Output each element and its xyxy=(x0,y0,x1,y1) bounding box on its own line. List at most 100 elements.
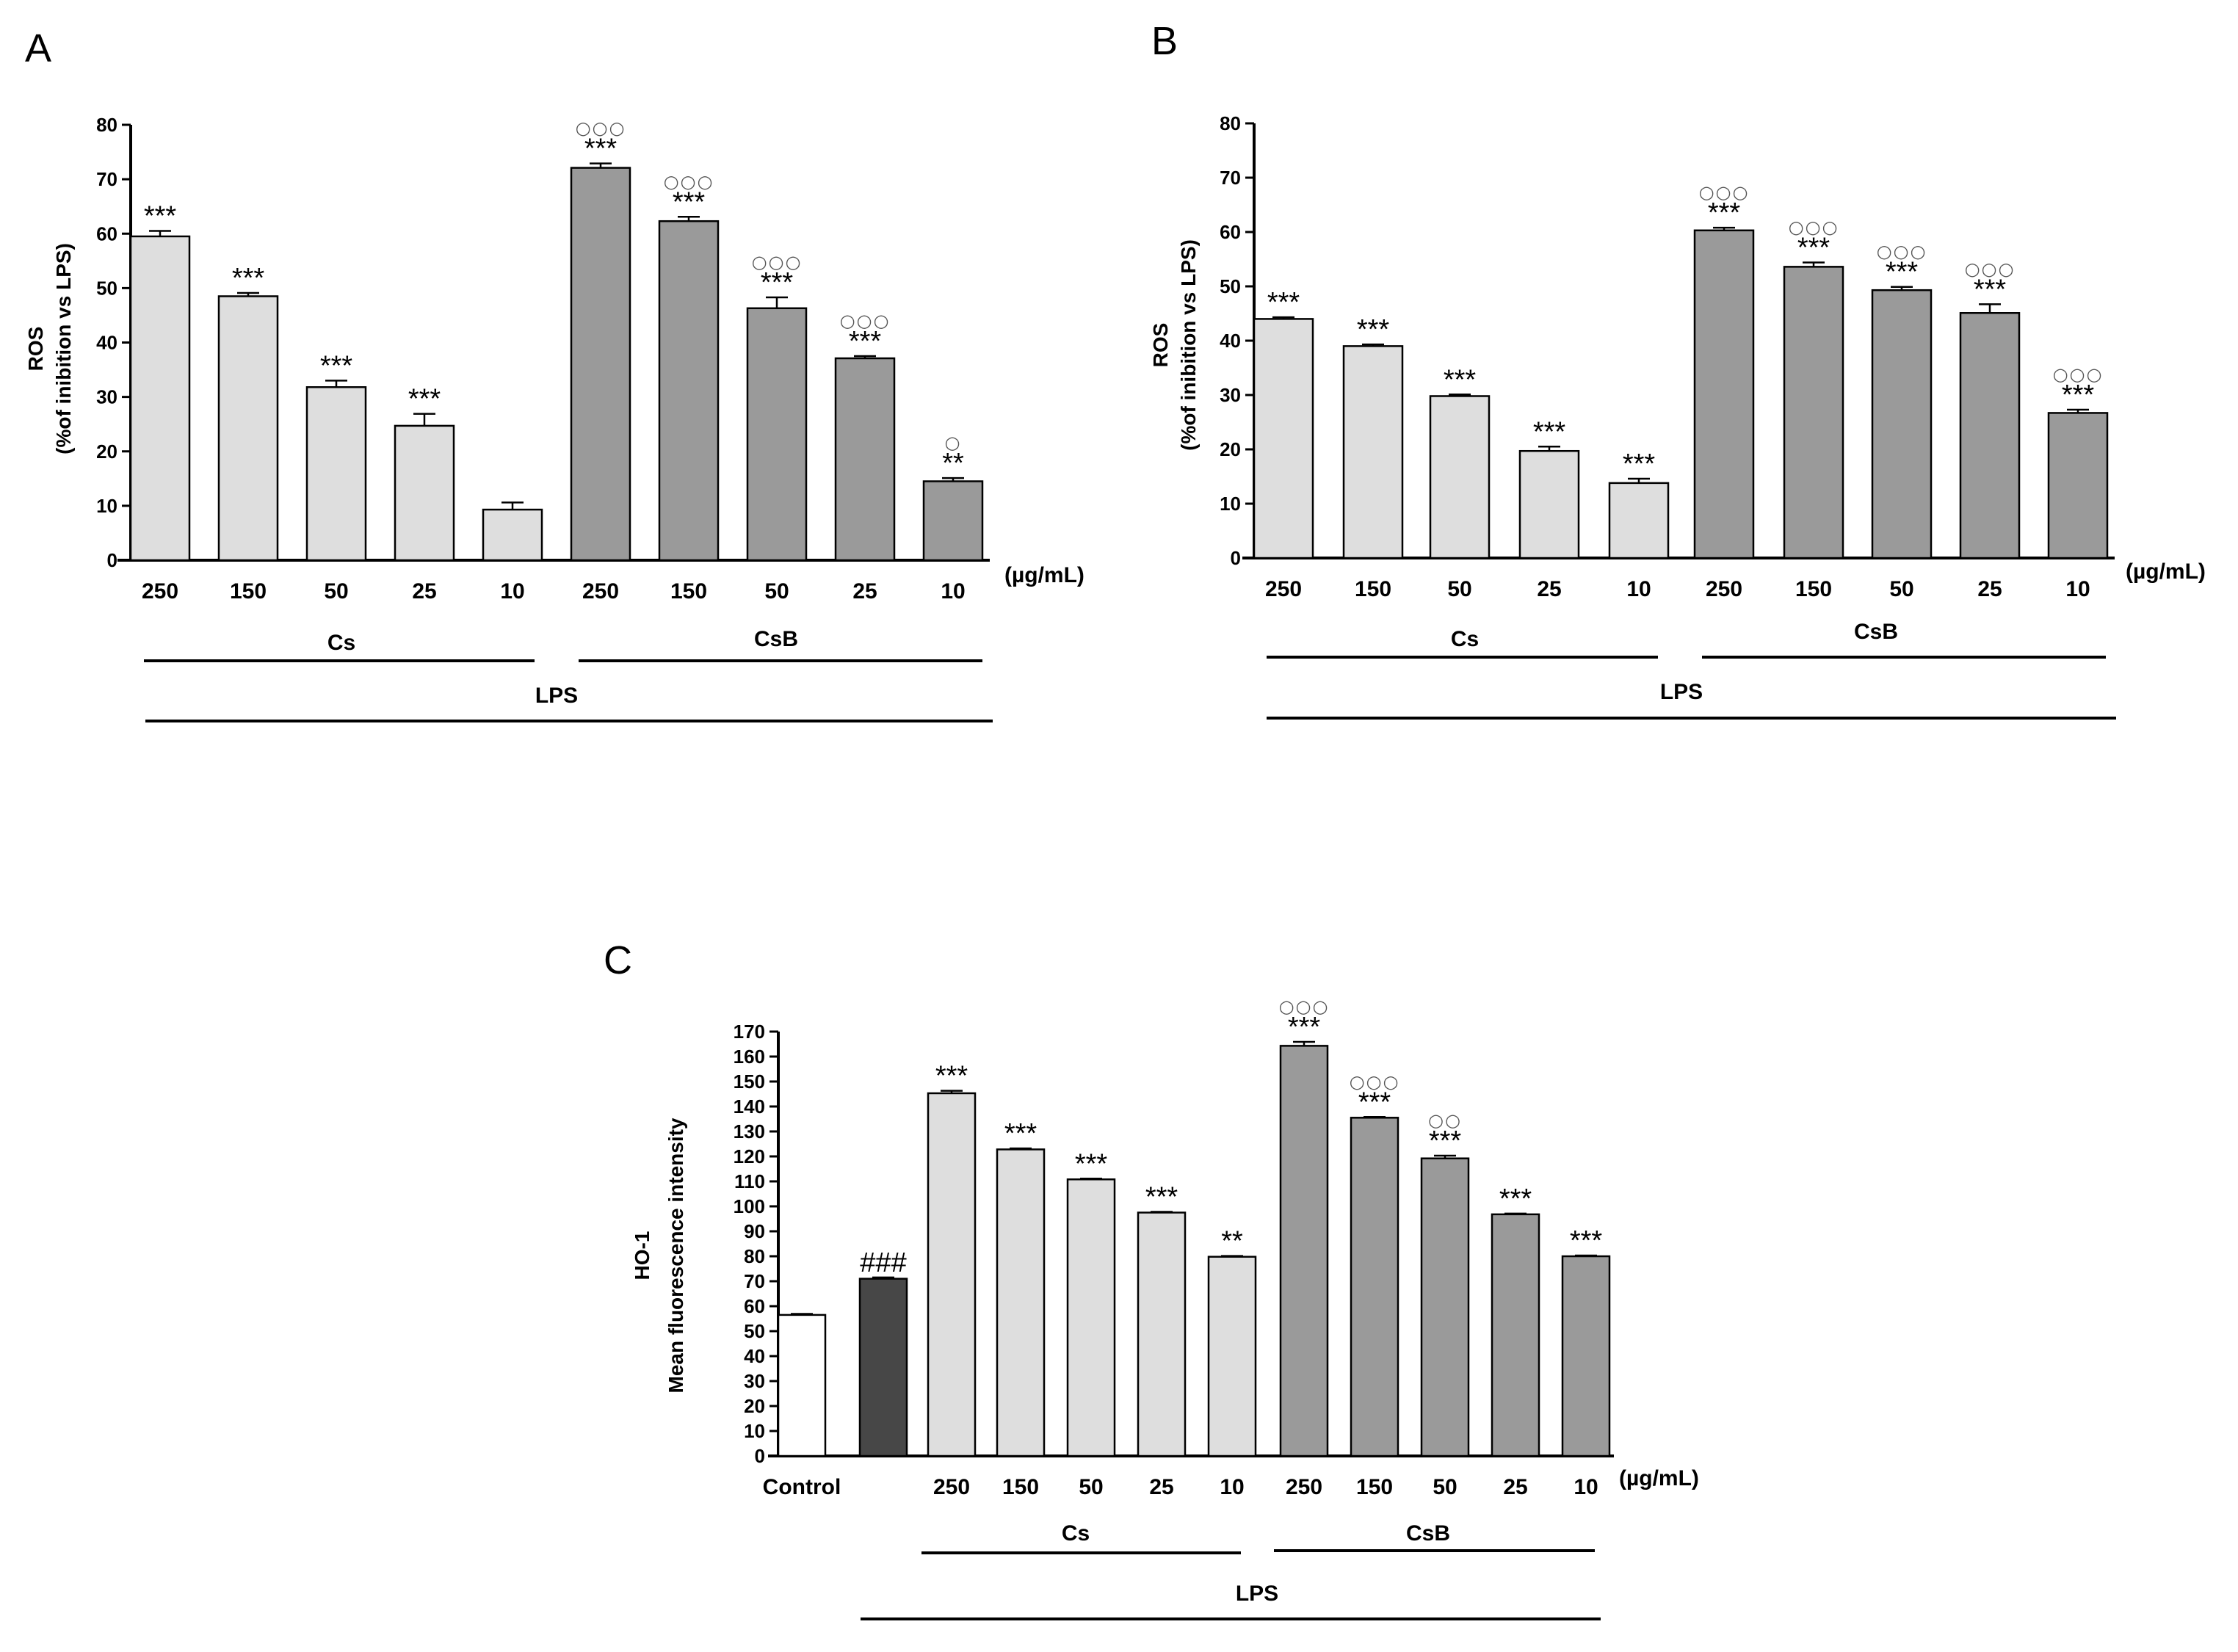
panel-a-significance-label: *** xyxy=(673,186,706,217)
panel-a-bar xyxy=(305,386,367,562)
panel-c-bar xyxy=(1279,1045,1329,1457)
panel-b-ytick-label: 30 xyxy=(1220,384,1241,406)
panel-a-csb-significance-label: ○○○ xyxy=(752,252,803,272)
panel-a-bar xyxy=(217,295,279,562)
panel-b-significance-label: *** xyxy=(2062,380,2095,410)
panel-a-category-label: 250 xyxy=(582,579,619,604)
panel-c-ytick-label: 170 xyxy=(734,1021,765,1043)
panel-c-significance-label: *** xyxy=(1570,1225,1603,1256)
panel-b-significance-label: *** xyxy=(1797,232,1830,263)
panel-b-significance-label: *** xyxy=(1886,257,1919,288)
panel-b-ytick-label: 40 xyxy=(1220,330,1241,352)
panel-c-ytick-label: 120 xyxy=(734,1145,765,1167)
panel-a-category-label: 50 xyxy=(324,579,348,604)
panel-a-unit-label: (µg/mL) xyxy=(1004,563,1084,587)
panel-a-ytick-label: 30 xyxy=(96,386,117,408)
panel-b-ytick-label: 70 xyxy=(1220,167,1241,189)
panel-b-category-label: 10 xyxy=(2065,577,2090,601)
panel-c-category-label: 50 xyxy=(1433,1475,1457,1499)
panel-c-bar xyxy=(1137,1211,1187,1457)
panel-b-category-label: 150 xyxy=(1355,577,1391,601)
panel-b-significance-label: *** xyxy=(1267,287,1300,318)
panel-b-bar xyxy=(2047,412,2109,559)
panel-a-bar xyxy=(570,167,631,562)
panel-b-ylabel-line1: ROS xyxy=(1149,323,1172,368)
panel-b-csb-significance-label: ○○○ xyxy=(2053,364,2104,385)
panel-b-ytick-label: 20 xyxy=(1220,438,1241,460)
panel-c-ytick-label: 80 xyxy=(744,1245,765,1267)
panel-c-ytick-label: 150 xyxy=(734,1070,765,1093)
panel-c-letter: C xyxy=(604,938,632,982)
panel-c-bar xyxy=(1561,1255,1611,1457)
panel-a-significance-label: ** xyxy=(942,448,964,479)
panel-c-ytick-label: 70 xyxy=(744,1270,765,1292)
panel-b-category-labels: 250 150 50 25 10 250 150 50 25 10 xyxy=(1265,577,2090,601)
panel-c-csb-significance-label: ○○ xyxy=(1428,1110,1462,1131)
panel-c-category-labels: Control 250 150 50 25 10 250 150 50 25 10 xyxy=(763,1475,1598,1499)
panel-b-ylabel-line2: (%of inibition vs LPS) xyxy=(1177,239,1200,451)
panel-c-y-ticks: 0 10 20 30 40 50 60 70 80 90 100 110 120 130 140150160… xyxy=(734,1021,778,1467)
panel-a-ytick-label: 0 xyxy=(107,549,117,571)
panel-a-y-ticks: 0 10 20 30 40 50 60 70 80 xyxy=(96,114,131,571)
panel-a-ytick-label: 50 xyxy=(96,277,117,299)
panel-b-chart: B ROS (%of inibition vs LPS) 0 10 20 30 40 50… xyxy=(1149,19,2206,720)
panel-b-category-label: 25 xyxy=(1537,577,1561,601)
panel-a-ylabel-line1: ROS xyxy=(24,327,47,372)
panel-c-category-label: 150 xyxy=(1356,1475,1393,1499)
panel-c-unit-label: (µg/mL) xyxy=(1619,1466,1699,1490)
panel-a-ytick-label: 20 xyxy=(96,441,117,463)
panel-a-ytick-label: 60 xyxy=(96,222,117,244)
panel-a-bar xyxy=(394,424,455,562)
panel-b-bar xyxy=(1253,318,1314,559)
panel-b-csb-significance-label: ○○○ xyxy=(1965,258,2016,279)
panel-c-bar xyxy=(1350,1117,1399,1457)
panel-c-category-label: 25 xyxy=(1503,1475,1527,1499)
panel-b-letter: B xyxy=(1151,19,1178,63)
panel-a-category-label: 10 xyxy=(500,579,524,604)
panel-b-significance-label: *** xyxy=(1533,416,1566,447)
panel-a-group-csb-label: CsB xyxy=(754,627,798,651)
panel-a-bar xyxy=(922,480,984,562)
panel-c-ytick-label: 20 xyxy=(744,1395,765,1417)
panel-b-ytick-label: 80 xyxy=(1220,112,1241,134)
panel-a-csb-significance-label: ○○○ xyxy=(840,311,891,331)
panel-b-significance-label: *** xyxy=(1708,198,1741,228)
panel-b-bar xyxy=(1959,312,2021,559)
panel-a-significance-label: *** xyxy=(320,350,353,381)
panel-a-ytick-label: 40 xyxy=(96,332,117,354)
panel-a-bar xyxy=(834,357,896,562)
panel-a-ytick-label: 80 xyxy=(96,114,117,136)
panel-a-csb-significance-label: ○ xyxy=(945,432,962,453)
panel-c-ytick-label: 140 xyxy=(734,1095,765,1117)
panel-a-letter: A xyxy=(25,26,51,70)
panel-c-category-label: 10 xyxy=(1574,1475,1598,1499)
panel-c-bar xyxy=(996,1148,1046,1457)
panel-a-category-label: 50 xyxy=(764,579,789,604)
panel-c-significance-label: *** xyxy=(1358,1087,1391,1117)
panel-a-significance-label: *** xyxy=(849,326,882,357)
panel-b-group-cs-label: Cs xyxy=(1451,627,1479,651)
panel-a-category-label: 250 xyxy=(142,579,178,604)
panel-a-category-label: 150 xyxy=(230,579,267,604)
panel-c-group-csb-label: CsB xyxy=(1406,1521,1450,1546)
panel-b-ytick-label: 50 xyxy=(1220,275,1241,297)
panel-a-ytick-label: 70 xyxy=(96,168,117,190)
panel-b-csb-significance-label: ○○○ xyxy=(1877,242,1927,262)
panel-b-category-label: 150 xyxy=(1795,577,1832,601)
panel-c-category-label: 250 xyxy=(1286,1475,1322,1499)
panel-c-bar xyxy=(927,1092,977,1457)
panel-c-ylabel-line2: Mean fluorescence intensity xyxy=(664,1117,687,1393)
panel-b-significance-label: *** xyxy=(1974,274,2007,305)
panel-c-ytick-label: 30 xyxy=(744,1370,765,1392)
panel-c-significance-label: *** xyxy=(1429,1126,1462,1156)
panel-c-ytick-label: 40 xyxy=(744,1345,765,1367)
panel-b-category-label: 250 xyxy=(1706,577,1742,601)
panel-b-unit-label: (µg/mL) xyxy=(2126,559,2206,584)
panel-b-bar xyxy=(1608,482,1670,559)
panel-c-lps-label: LPS xyxy=(1236,1582,1278,1606)
panel-c-bar xyxy=(1420,1157,1470,1457)
panel-b-category-label: 10 xyxy=(1626,577,1651,601)
panel-c-significance-label: *** xyxy=(1288,1012,1321,1043)
panel-c-category-label: 25 xyxy=(1149,1475,1173,1499)
